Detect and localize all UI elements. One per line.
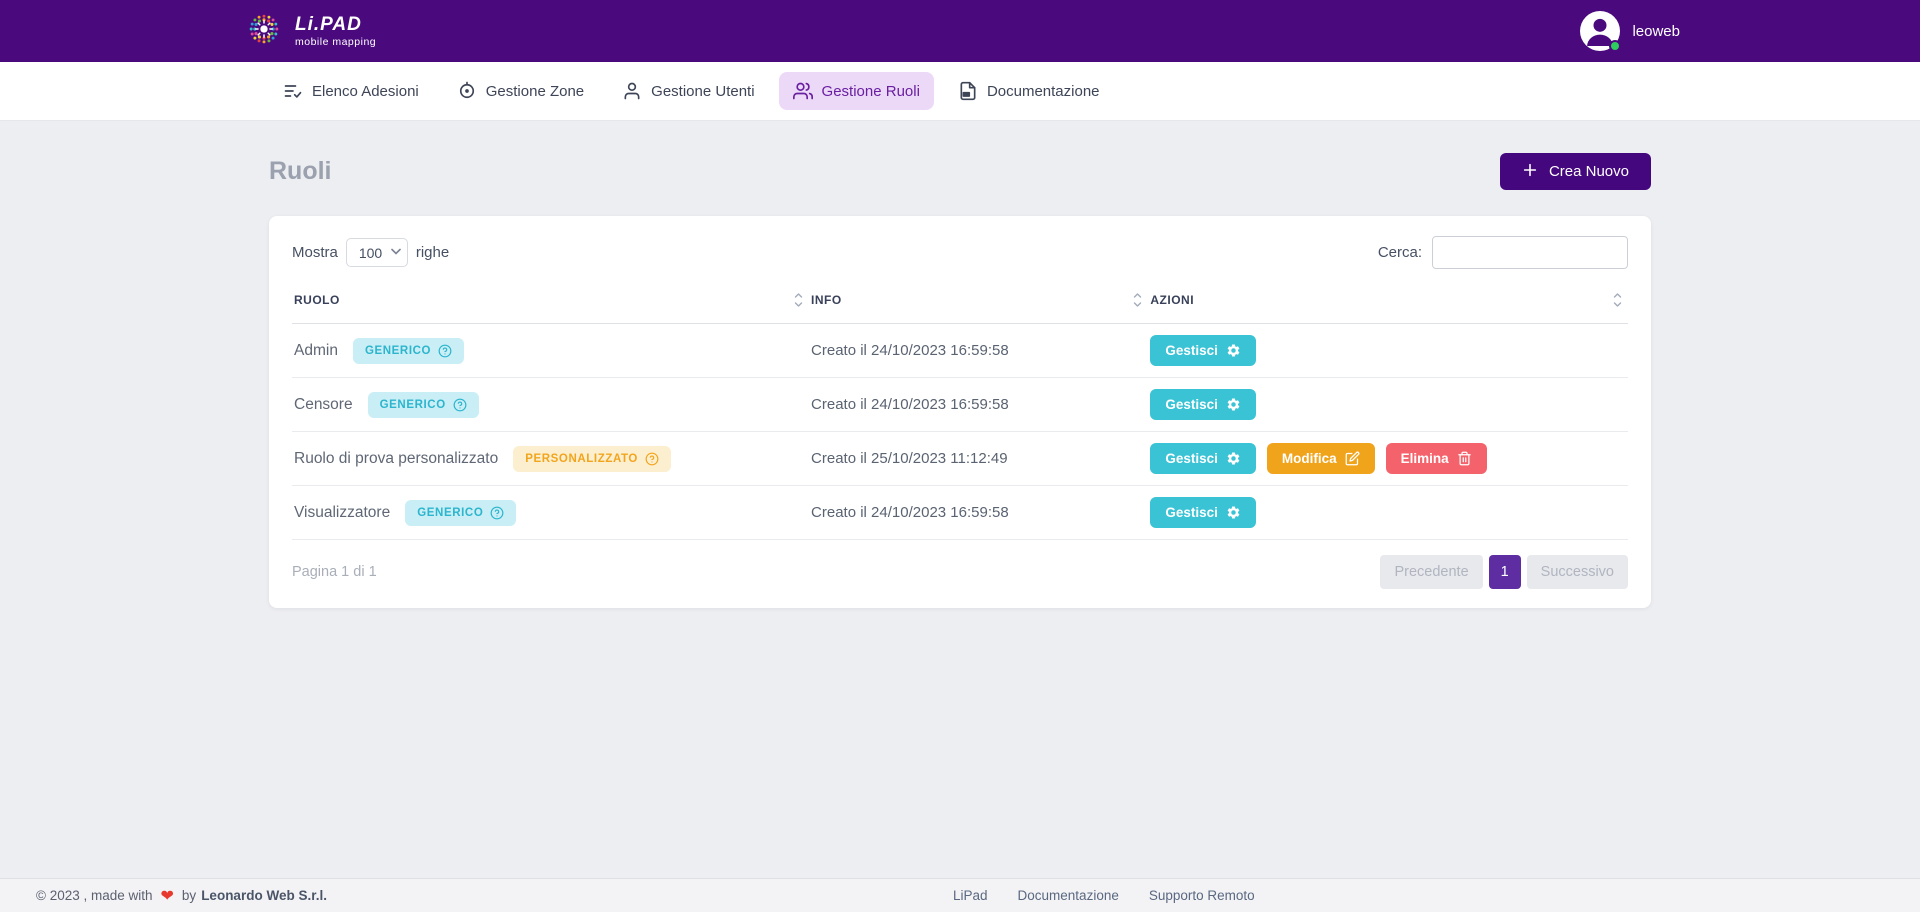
create-new-button[interactable]: Crea Nuovo <box>1499 153 1651 190</box>
gear-icon <box>1226 451 1241 466</box>
help-circle-icon[interactable] <box>453 398 467 412</box>
app-logo[interactable]: Li.PAD mobile mapping <box>242 7 376 56</box>
edit-button[interactable]: Modifica <box>1266 443 1375 474</box>
main-content: Ruoli Crea Nuovo Mostra 100 <box>269 153 1651 608</box>
next-page-button[interactable]: Successivo <box>1526 555 1628 589</box>
nav-tab-label: Gestione Utenti <box>651 82 755 100</box>
table-row: Censore GENERICO Creato il 24/10/2023 16… <box>292 377 1628 432</box>
nav-tab-elenco-adesioni[interactable]: Elenco Adesioni <box>269 72 433 110</box>
nav-tab-label: Gestione Ruoli <box>821 82 920 100</box>
nav-tab-label: Gestione Zone <box>485 82 585 100</box>
role-type-badge: GENERICO <box>352 337 465 364</box>
plus-icon <box>1522 162 1538 182</box>
role-info: Creato il 24/10/2023 16:59:58 <box>811 395 1009 413</box>
footer-link-lipad[interactable]: LiPad <box>953 888 988 903</box>
column-header-ruolo[interactable]: RUOLO <box>292 279 810 324</box>
help-circle-icon[interactable] <box>438 344 452 358</box>
search-input[interactable] <box>1432 236 1628 269</box>
role-name: Admin <box>294 341 338 359</box>
user-menu[interactable]: leoweb <box>1580 11 1680 52</box>
trash-icon <box>1457 451 1472 466</box>
table-row: Visualizzatore GENERICO Creato il 24/10/… <box>292 485 1628 540</box>
nav-tab-gestione-ruoli[interactable]: Gestione Ruoli <box>778 72 934 110</box>
online-status-dot <box>1609 40 1622 52</box>
sort-icon[interactable] <box>794 292 803 308</box>
page-title: Ruoli <box>269 157 332 185</box>
logo-title: Li.PAD <box>295 13 362 35</box>
table-row: Ruolo di prova personalizzato PERSONALIZ… <box>292 431 1628 486</box>
show-label: Mostra <box>292 244 338 261</box>
role-name: Visualizzatore <box>294 503 391 521</box>
page-summary: Pagina 1 di 1 <box>292 564 377 580</box>
list-check-icon <box>283 81 303 101</box>
create-new-label: Crea Nuovo <box>1548 163 1629 180</box>
user-icon <box>622 81 642 101</box>
delete-button[interactable]: Elimina <box>1385 443 1487 474</box>
document-icon <box>958 81 978 101</box>
footer-link-supporto-remoto[interactable]: Supporto Remoto <box>1148 888 1255 903</box>
current-page-button[interactable]: 1 <box>1488 555 1521 589</box>
username: leoweb <box>1632 22 1680 40</box>
lipad-logo-icon <box>242 7 286 56</box>
role-info: Creato il 24/10/2023 16:59:58 <box>811 341 1009 359</box>
app-header: Li.PAD mobile mapping leoweb <box>0 0 1920 62</box>
column-header-info[interactable]: INFO <box>809 279 1149 324</box>
target-icon <box>457 81 477 101</box>
search-label: Cerca: <box>1377 244 1422 261</box>
column-header-azioni[interactable]: AZIONI <box>1148 279 1628 324</box>
nav-tab-gestione-utenti[interactable]: Gestione Utenti <box>608 72 768 110</box>
manage-button[interactable]: Gestisci <box>1150 335 1256 366</box>
rows-label: righe <box>415 244 450 261</box>
manage-button[interactable]: Gestisci <box>1150 443 1256 474</box>
nav-tab-label: Documentazione <box>986 82 1100 100</box>
role-info: Creato il 25/10/2023 11:12:49 <box>811 449 1008 467</box>
table-row: Admin GENERICO Creato il 24/10/2023 16:5… <box>292 323 1628 378</box>
nav-tab-gestione-zone[interactable]: Gestione Zone <box>443 72 598 110</box>
company-name: Leonardo Web S.r.l. <box>201 888 327 903</box>
help-circle-icon[interactable] <box>490 506 504 520</box>
gear-icon <box>1226 343 1241 358</box>
heart-icon: ❤ <box>160 887 174 905</box>
logo-subtitle: mobile mapping <box>295 35 377 48</box>
edit-icon <box>1345 451 1360 466</box>
page-size-select[interactable]: 100 <box>345 238 408 267</box>
pagination: Pagina 1 di 1 Precedente 1 Successivo <box>292 540 1628 608</box>
previous-page-button[interactable]: Precedente <box>1380 555 1483 589</box>
footer-link-documentazione[interactable]: Documentazione <box>1017 888 1119 903</box>
roles-card: Mostra 100 righe Cerca: <box>269 216 1651 608</box>
sort-icon[interactable] <box>1613 292 1622 308</box>
help-circle-icon[interactable] <box>645 452 659 466</box>
gear-icon <box>1226 505 1241 520</box>
by-text: by <box>181 888 197 903</box>
role-name: Ruolo di prova personalizzato <box>294 449 499 467</box>
role-info: Creato il 24/10/2023 16:59:58 <box>811 503 1009 521</box>
nav-tab-label: Elenco Adesioni <box>312 82 419 100</box>
gear-icon <box>1226 397 1241 412</box>
role-type-badge: GENERICO <box>367 391 479 418</box>
main-nav: Elenco Adesioni Gestione Zone Gestione U… <box>0 62 1920 121</box>
users-icon <box>792 81 813 101</box>
copyright-text: © 2023 , made with <box>36 888 153 903</box>
roles-table: RUOLO INFO <box>292 279 1628 540</box>
manage-button[interactable]: Gestisci <box>1150 389 1256 420</box>
manage-button[interactable]: Gestisci <box>1150 497 1256 528</box>
role-type-badge: PERSONALIZZATO <box>513 445 671 472</box>
sort-icon[interactable] <box>1133 292 1142 308</box>
nav-tab-documentazione[interactable]: Documentazione <box>944 72 1114 110</box>
role-name: Censore <box>294 395 353 413</box>
app-footer: © 2023 , made with ❤ by Leonardo Web S.r… <box>0 878 1920 912</box>
role-type-badge: GENERICO <box>405 499 517 526</box>
